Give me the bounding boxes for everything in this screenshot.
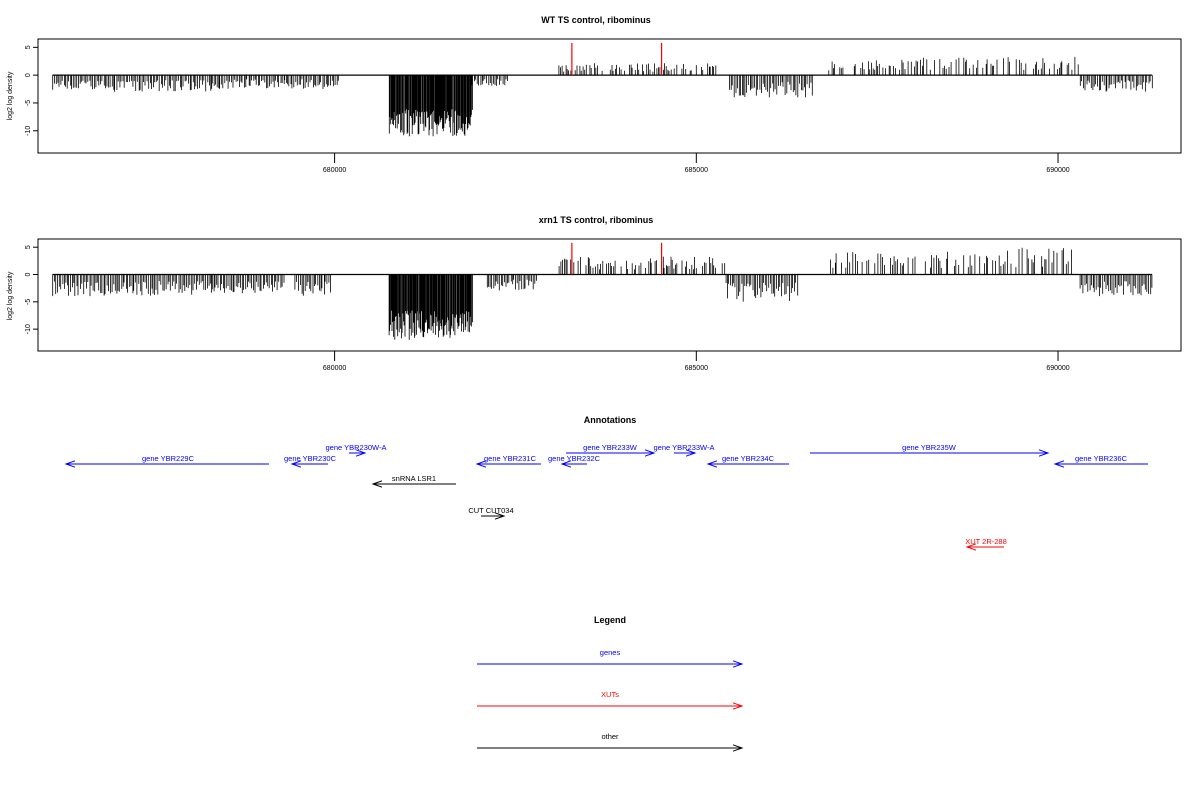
panel-xrn1-ts-control: xrn1 TS control, ribominus log2 log dens… [7,215,1182,372]
feature-label: gene YBR229C [142,454,195,463]
density-bars [52,242,1153,340]
legend-arrow-xuts [477,702,744,710]
feature-arrow-genes [475,460,541,468]
feature-label: gene YBR233W-A [653,443,714,452]
feature-arrow-genes [64,460,269,468]
feature-label: CUT CUT034 [468,506,513,515]
feature-arrow-other [481,512,506,520]
feature-label: gene YBR236C [1075,454,1128,463]
feature-arrow-genes [674,449,697,457]
feature-label: gene YBR231C [484,454,537,463]
y-axis-label: log2 log density [7,71,14,120]
y-tick-label: -5 [25,100,32,106]
feature-arrow-other [371,480,456,488]
y-tick-label: 5 [25,245,32,249]
feature-arrow-genes [290,460,328,468]
feature-label: snRNA LSR1 [392,474,436,483]
feature-label: gene YBR230W-A [325,443,386,452]
annotation-features: gene YBR229C gene YBR230C gene YBR230W-A sn… [64,443,1148,551]
feature-arrow-genes [349,449,367,457]
x-tick-label: 680000 [323,365,346,372]
feature-arrow-xuts [965,543,1004,551]
legend-items: genes XUTs other [477,648,744,752]
feature-arrow-genes [810,449,1050,457]
x-tick-label: 690000 [1046,167,1069,174]
panel-title: WT TS control, ribominus [541,15,651,25]
annotations-title: Annotations [584,415,637,425]
feature-arrow-genes [566,449,656,457]
panel-wt-ts-control: WT TS control, ribominus log2 log densit… [7,15,1182,174]
axis-ticks: 5 0 -5 -10 680000 685000 690000 [25,45,1070,174]
legend-label-xuts: XUTs [601,690,619,699]
feature-arrow-genes [706,460,789,468]
density-bars [52,42,1153,137]
panel-title: xrn1 TS control, ribominus [539,215,654,225]
density-bar-series [52,56,1153,137]
density-bar-series [52,247,1153,340]
x-tick-label: 680000 [323,167,346,174]
feature-arrow-genes [560,460,587,468]
feature-label: gene YBR230C [284,454,337,463]
legend-label-other: other [601,732,619,741]
feature-arrow-genes [1053,460,1148,468]
x-tick-label: 690000 [1046,365,1069,372]
axis-ticks: 5 0 -5 -10 680000 685000 690000 [25,245,1070,372]
y-tick-label: -10 [25,126,32,136]
feature-label: gene YBR233W [583,443,638,452]
legend-arrow-genes [477,660,744,668]
feature-label: XUT 2R-288 [965,537,1007,546]
y-tick-label: 0 [25,73,32,77]
plot-frame [37,238,1182,352]
legend-label-genes: genes [600,648,621,657]
y-tick-label: 5 [25,45,32,49]
y-tick-label: 0 [25,272,32,276]
plot-frame [37,38,1182,154]
legend-title: Legend [594,615,626,625]
feature-label: gene YBR232C [548,454,601,463]
y-axis-label: log2 log density [7,271,14,320]
legend-panel: Legend genes XUTs other [477,615,744,752]
annotations-panel: Annotations gene YBR229C gene YBR230Cgene… [64,415,1148,551]
feature-label: gene YBR234C [722,454,775,463]
y-tick-label: -10 [25,324,32,334]
legend-arrow-other [477,744,744,752]
y-tick-label: -5 [25,299,32,305]
x-tick-label: 685000 [685,167,708,174]
feature-label: gene YBR235W [902,443,957,452]
x-tick-label: 685000 [685,365,708,372]
